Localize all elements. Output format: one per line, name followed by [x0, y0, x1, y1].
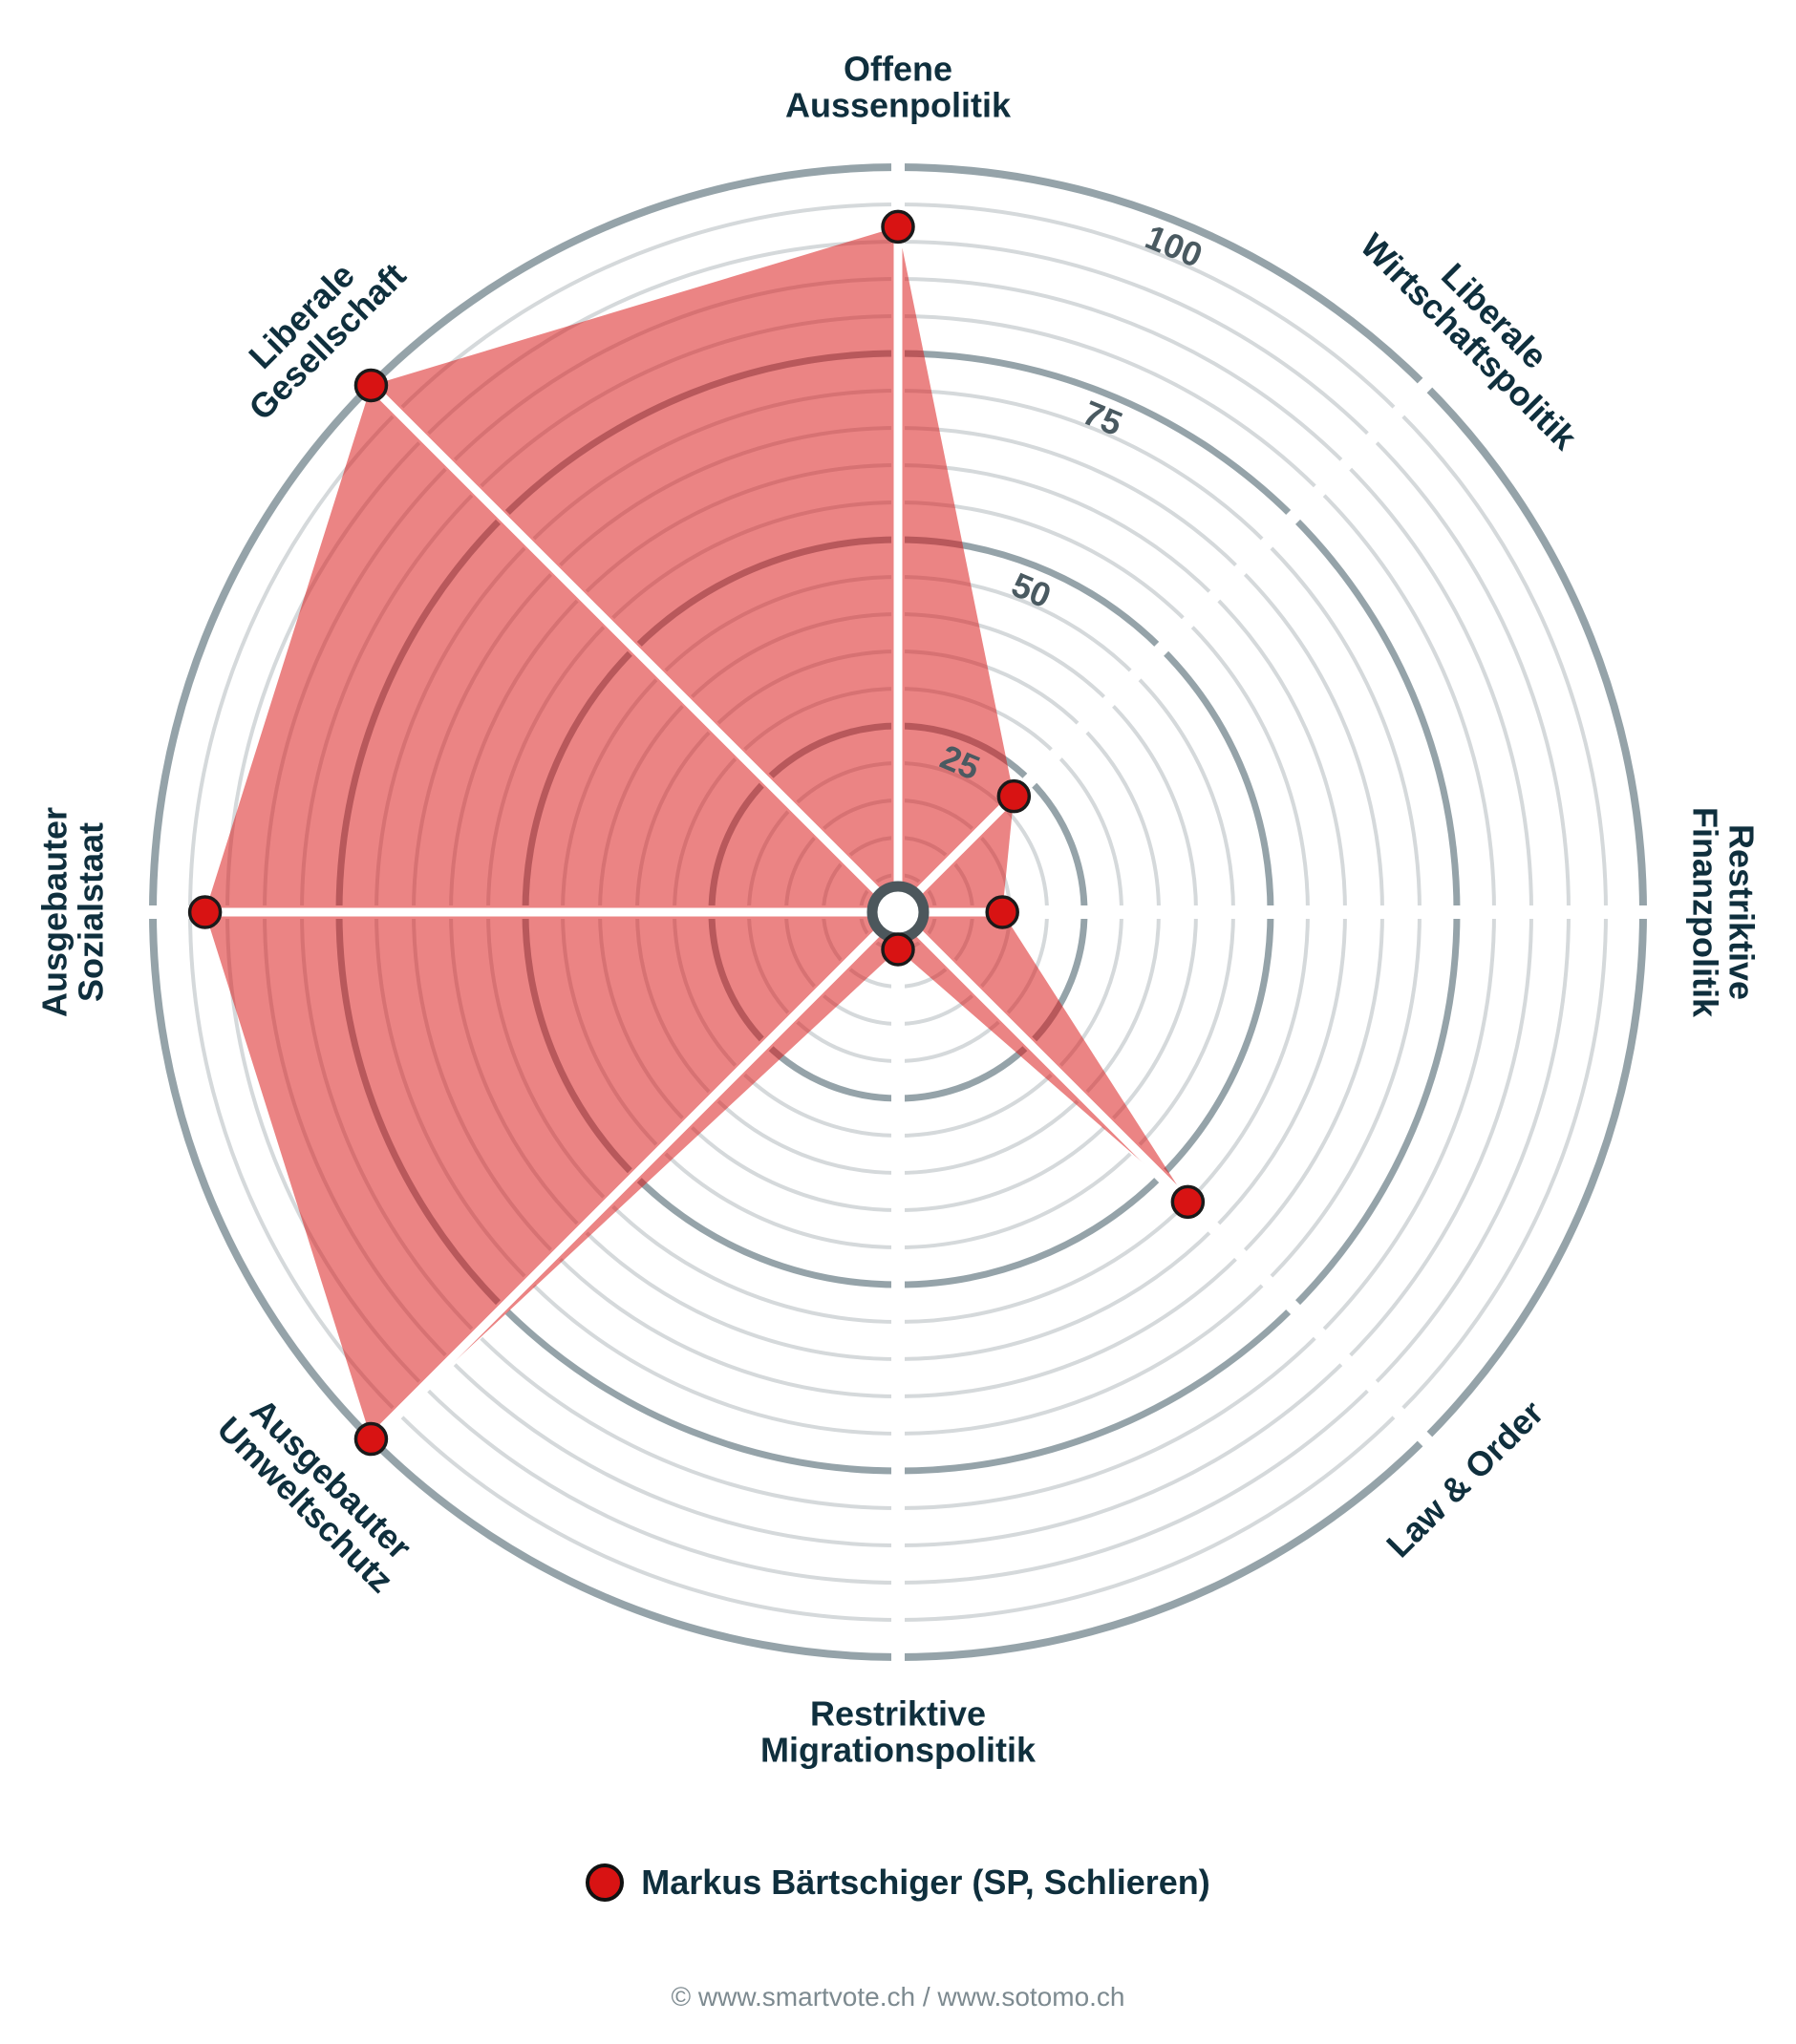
- axis-label-line: Sozialstaat: [72, 822, 111, 1002]
- spokes: [204, 226, 1191, 1442]
- value-spoke: [894, 908, 1191, 1205]
- axis-label-line: Restriktive: [810, 1694, 986, 1734]
- legend-label: Markus Bärtschiger (SP, Schlieren): [641, 1863, 1210, 1902]
- data-polygon-layer: [204, 226, 1188, 1439]
- tick-label: 100: [1140, 217, 1208, 275]
- data-point: [996, 778, 1032, 814]
- data-point: [1170, 1184, 1206, 1220]
- data-point: [881, 932, 915, 967]
- data-point: [353, 1421, 389, 1457]
- legend: Markus Bärtschiger (SP, Schlieren): [0, 1863, 1796, 1903]
- legend-marker: [586, 1863, 625, 1902]
- footer-credit: © www.smartvote.ch / www.sotomo.ch: [671, 1982, 1125, 2012]
- axis-label-line: Restriktive: [1721, 824, 1761, 1000]
- axis-label-line: Ausgebauter: [35, 807, 75, 1017]
- data-point: [985, 895, 1019, 929]
- axis-label-line: Finanzpolitik: [1685, 807, 1724, 1018]
- data-point: [881, 209, 915, 245]
- data-point: [353, 368, 389, 403]
- data-points: [187, 209, 1206, 1457]
- axis-label-line: Aussenpolitik: [785, 86, 1012, 125]
- center-marker: [866, 881, 930, 944]
- axis-label-line: Offene: [844, 50, 952, 89]
- series-area: [204, 226, 1188, 1439]
- value-spoke: [368, 908, 902, 1442]
- axis-label-line: Migrationspolitik: [760, 1731, 1037, 1770]
- center-layer: [866, 881, 930, 944]
- value-spoke: [368, 382, 902, 916]
- data-point: [187, 895, 223, 929]
